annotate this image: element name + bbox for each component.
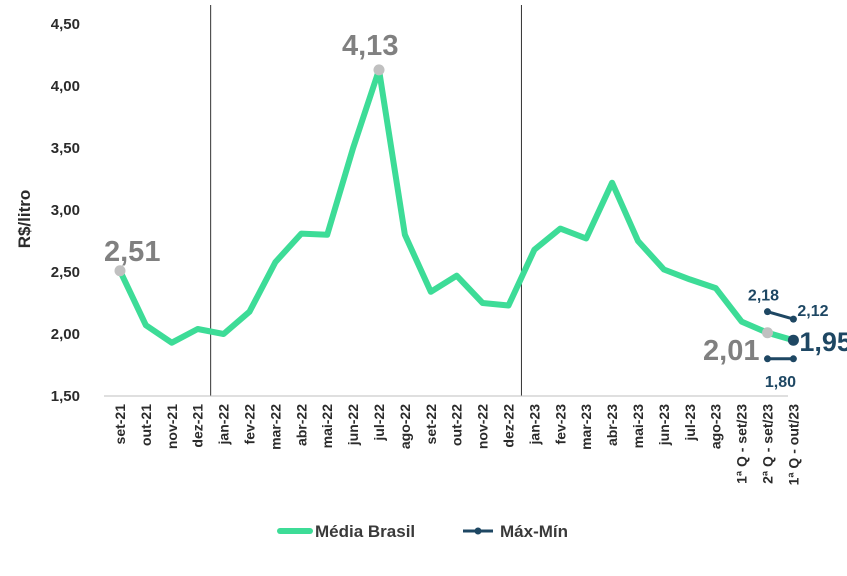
min-point [789,355,797,363]
legend: Média Brasil Máx-Mín [277,522,568,541]
highlight-point [787,334,799,346]
max-label: 2,12 [797,303,828,320]
y-tick-label: 2,50 [51,264,80,281]
max-label: 2,18 [748,288,779,305]
x-tick-label: fev-23 [552,404,568,445]
x-tick-label: nov-21 [164,404,180,449]
x-tick-label: jul-22 [371,404,387,442]
y-tick-label: 1,50 [51,388,80,405]
annotation-layer: 2,51 4,13 2,01 1,95 [104,30,847,367]
highlight-point [762,327,773,339]
x-tick-label: mai-22 [319,404,335,449]
legend-label: Média Brasil [315,522,415,541]
data-label: 2,51 [104,236,160,268]
min-label: 1,80 [765,374,796,391]
x-tick-label: 2ª Q - set/23 [760,404,776,484]
highlight-point [114,265,126,277]
x-tick-label: mar-22 [267,404,283,450]
x-tick-label: dez-21 [190,404,206,448]
x-tick-label: abr-22 [293,404,309,446]
x-tick-label: abr-23 [604,404,620,446]
highlight-point [373,64,385,76]
x-tick-label: 1ª Q - out/23 [785,404,801,486]
legend-swatch-marker [474,527,482,535]
legend-label: Máx-Mín [500,522,568,541]
max-min-layer: 2,18 2,12 1,80 [748,288,829,391]
x-tick-label: jan-22 [216,404,232,446]
x-tick-label: ago-23 [708,404,724,449]
data-label: 1,95 [799,327,847,357]
x-tick-label: out-21 [138,404,154,446]
y-tick-label: 3,00 [51,202,80,219]
x-tick-label: jul-23 [682,404,698,442]
x-tick-label: out-22 [449,404,465,446]
x-axis-ticks: set-21 out-21 nov-21 dez-21 jan-22 fev-22 mar-… [112,404,801,486]
y-axis-ticks: 1,50 2,00 2,50 3,00 3,50 4,00 4,50 [51,16,80,405]
max-point [789,315,797,323]
y-tick-label: 2,00 [51,326,80,343]
series-line-media-brasil [117,66,797,346]
data-label: 4,13 [342,30,398,62]
data-label: 2,01 [703,335,759,367]
x-tick-label: nov-22 [475,404,491,449]
x-tick-label: set-21 [112,404,128,445]
x-tick-label: jun-23 [656,404,672,446]
year-dividers [210,5,522,396]
x-tick-label: set-22 [423,404,439,445]
y-axis-label: R$/litro [15,190,34,249]
x-tick-label: jun-22 [345,404,361,446]
x-tick-label: dez-22 [501,404,517,448]
x-tick-label: 1ª Q - set/23 [734,404,750,484]
max-segment [767,310,794,321]
y-tick-label: 4,00 [51,78,80,95]
series-layer [117,66,797,346]
y-tick-label: 4,50 [51,16,80,33]
max-point [764,308,771,316]
y-tick-label: 3,50 [51,140,80,157]
x-tick-label: ago-22 [397,404,413,449]
x-tick-label: jan-23 [526,404,542,446]
x-tick-label: mar-23 [578,404,594,450]
x-tick-label: mai-23 [630,404,646,449]
x-tick-label: fev-22 [242,404,258,445]
min-point [764,355,771,363]
